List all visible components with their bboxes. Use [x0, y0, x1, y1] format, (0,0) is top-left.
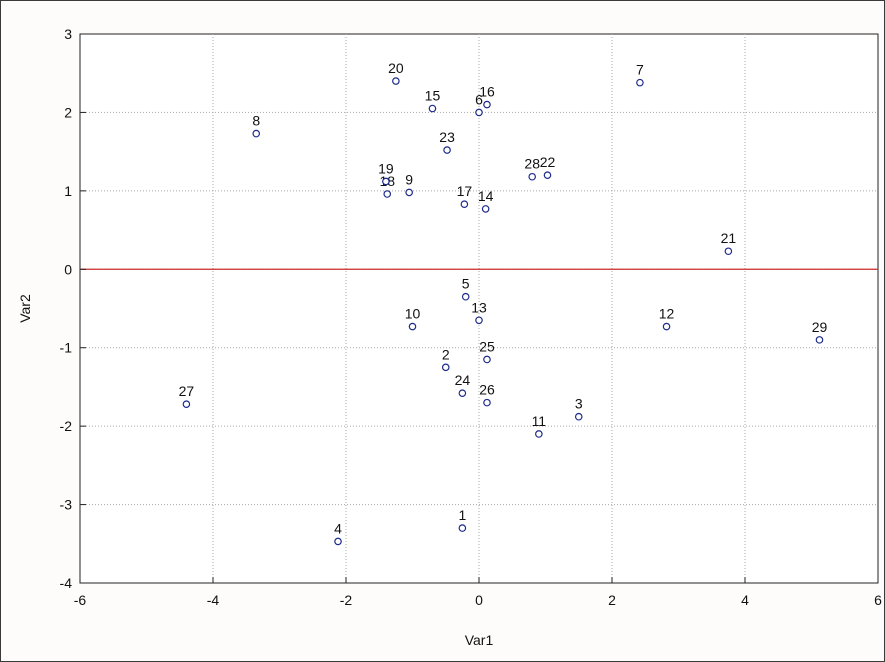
data-point-label: 19 [378, 160, 394, 176]
data-point-label: 2 [442, 346, 450, 362]
x-tick-label: -6 [74, 592, 87, 608]
data-point-marker [662, 322, 671, 331]
x-tick-label: 4 [741, 592, 749, 608]
data-point-marker [252, 129, 261, 138]
data-point-label: 25 [479, 338, 495, 354]
y-tick-label: -2 [60, 418, 73, 434]
data-point-label: 14 [478, 188, 494, 204]
data-point-marker [334, 537, 342, 546]
data-point-label: 24 [455, 372, 471, 388]
data-point-marker [724, 247, 733, 256]
y-tick-label: -1 [60, 340, 73, 356]
data-point-marker [408, 322, 417, 331]
data-point-marker [428, 104, 437, 113]
x-tick-label: 0 [475, 592, 483, 608]
x-axis-title: Var1 [465, 632, 494, 648]
data-point-label: 6 [475, 91, 483, 107]
data-point-label: 16 [479, 84, 495, 100]
data-point-marker [460, 200, 469, 208]
data-point-marker [383, 190, 392, 198]
data-point-label: 21 [721, 230, 737, 246]
y-tick-label: 1 [64, 183, 72, 199]
y-tick-label: -3 [60, 497, 73, 513]
data-point-label: 10 [405, 306, 421, 322]
y-tick-label: 2 [64, 104, 72, 120]
y-tick-label: -4 [60, 575, 73, 591]
y-tick-label: 0 [64, 261, 72, 277]
data-point-marker [636, 78, 644, 87]
y-axis-ticks: 3 2 1 0 -1 -2 -3 -4 [60, 26, 86, 591]
data-point-label: 23 [439, 129, 455, 145]
data-point-label: 12 [659, 306, 675, 322]
data-point-marker [483, 100, 491, 109]
data-point-marker [443, 146, 451, 154]
x-tick-label: -2 [340, 592, 353, 608]
data-point-marker [475, 108, 483, 117]
data-point-marker [392, 77, 400, 85]
x-tick-label: -4 [207, 592, 220, 608]
data-point-label: 1 [458, 507, 466, 523]
data-point-marker [382, 177, 390, 186]
data-point-label: 5 [462, 276, 470, 292]
data-point-label: 3 [575, 396, 583, 412]
data-point-label: 22 [540, 154, 556, 170]
y-axis-title: Var2 [17, 294, 33, 323]
data-point-label: 20 [388, 60, 404, 76]
data-point-label: 29 [812, 319, 828, 335]
data-point-marker [461, 292, 470, 301]
data-point-marker [458, 524, 467, 532]
x-tick-label: 2 [608, 592, 616, 608]
data-point-marker [483, 398, 491, 407]
data-point-label: 8 [252, 113, 260, 129]
y-tick-label: 3 [64, 26, 72, 42]
x-tick-label: 6 [874, 592, 882, 608]
data-point-marker [815, 336, 824, 344]
data-point-marker [182, 400, 191, 408]
data-point-label: 28 [524, 156, 540, 172]
data-point-marker [475, 316, 483, 325]
data-point-label: 26 [479, 382, 495, 398]
data-point-marker [574, 412, 583, 421]
data-point-marker [405, 188, 413, 197]
data-point-marker [441, 363, 450, 372]
data-point-label: 17 [457, 183, 473, 199]
data-point-marker [483, 355, 491, 364]
data-point-label: 13 [471, 299, 487, 315]
data-point-label: 9 [405, 171, 413, 187]
data-point-label: 11 [532, 413, 547, 429]
plot-area [79, 33, 879, 584]
data-point-marker [481, 205, 490, 213]
data-point-label: 27 [179, 383, 195, 399]
x-axis-ticks: -6 -4 -2 0 2 4 6 [74, 577, 882, 608]
data-points: 1234567891011121314151617181920212223242… [179, 60, 828, 546]
data-point-label: 4 [334, 520, 342, 536]
data-point-marker [528, 172, 537, 181]
data-point-label: 7 [636, 62, 644, 78]
data-point-marker [458, 389, 467, 398]
data-point-marker [543, 171, 552, 179]
data-point-marker [535, 430, 543, 438]
data-point-label: 15 [425, 88, 441, 104]
